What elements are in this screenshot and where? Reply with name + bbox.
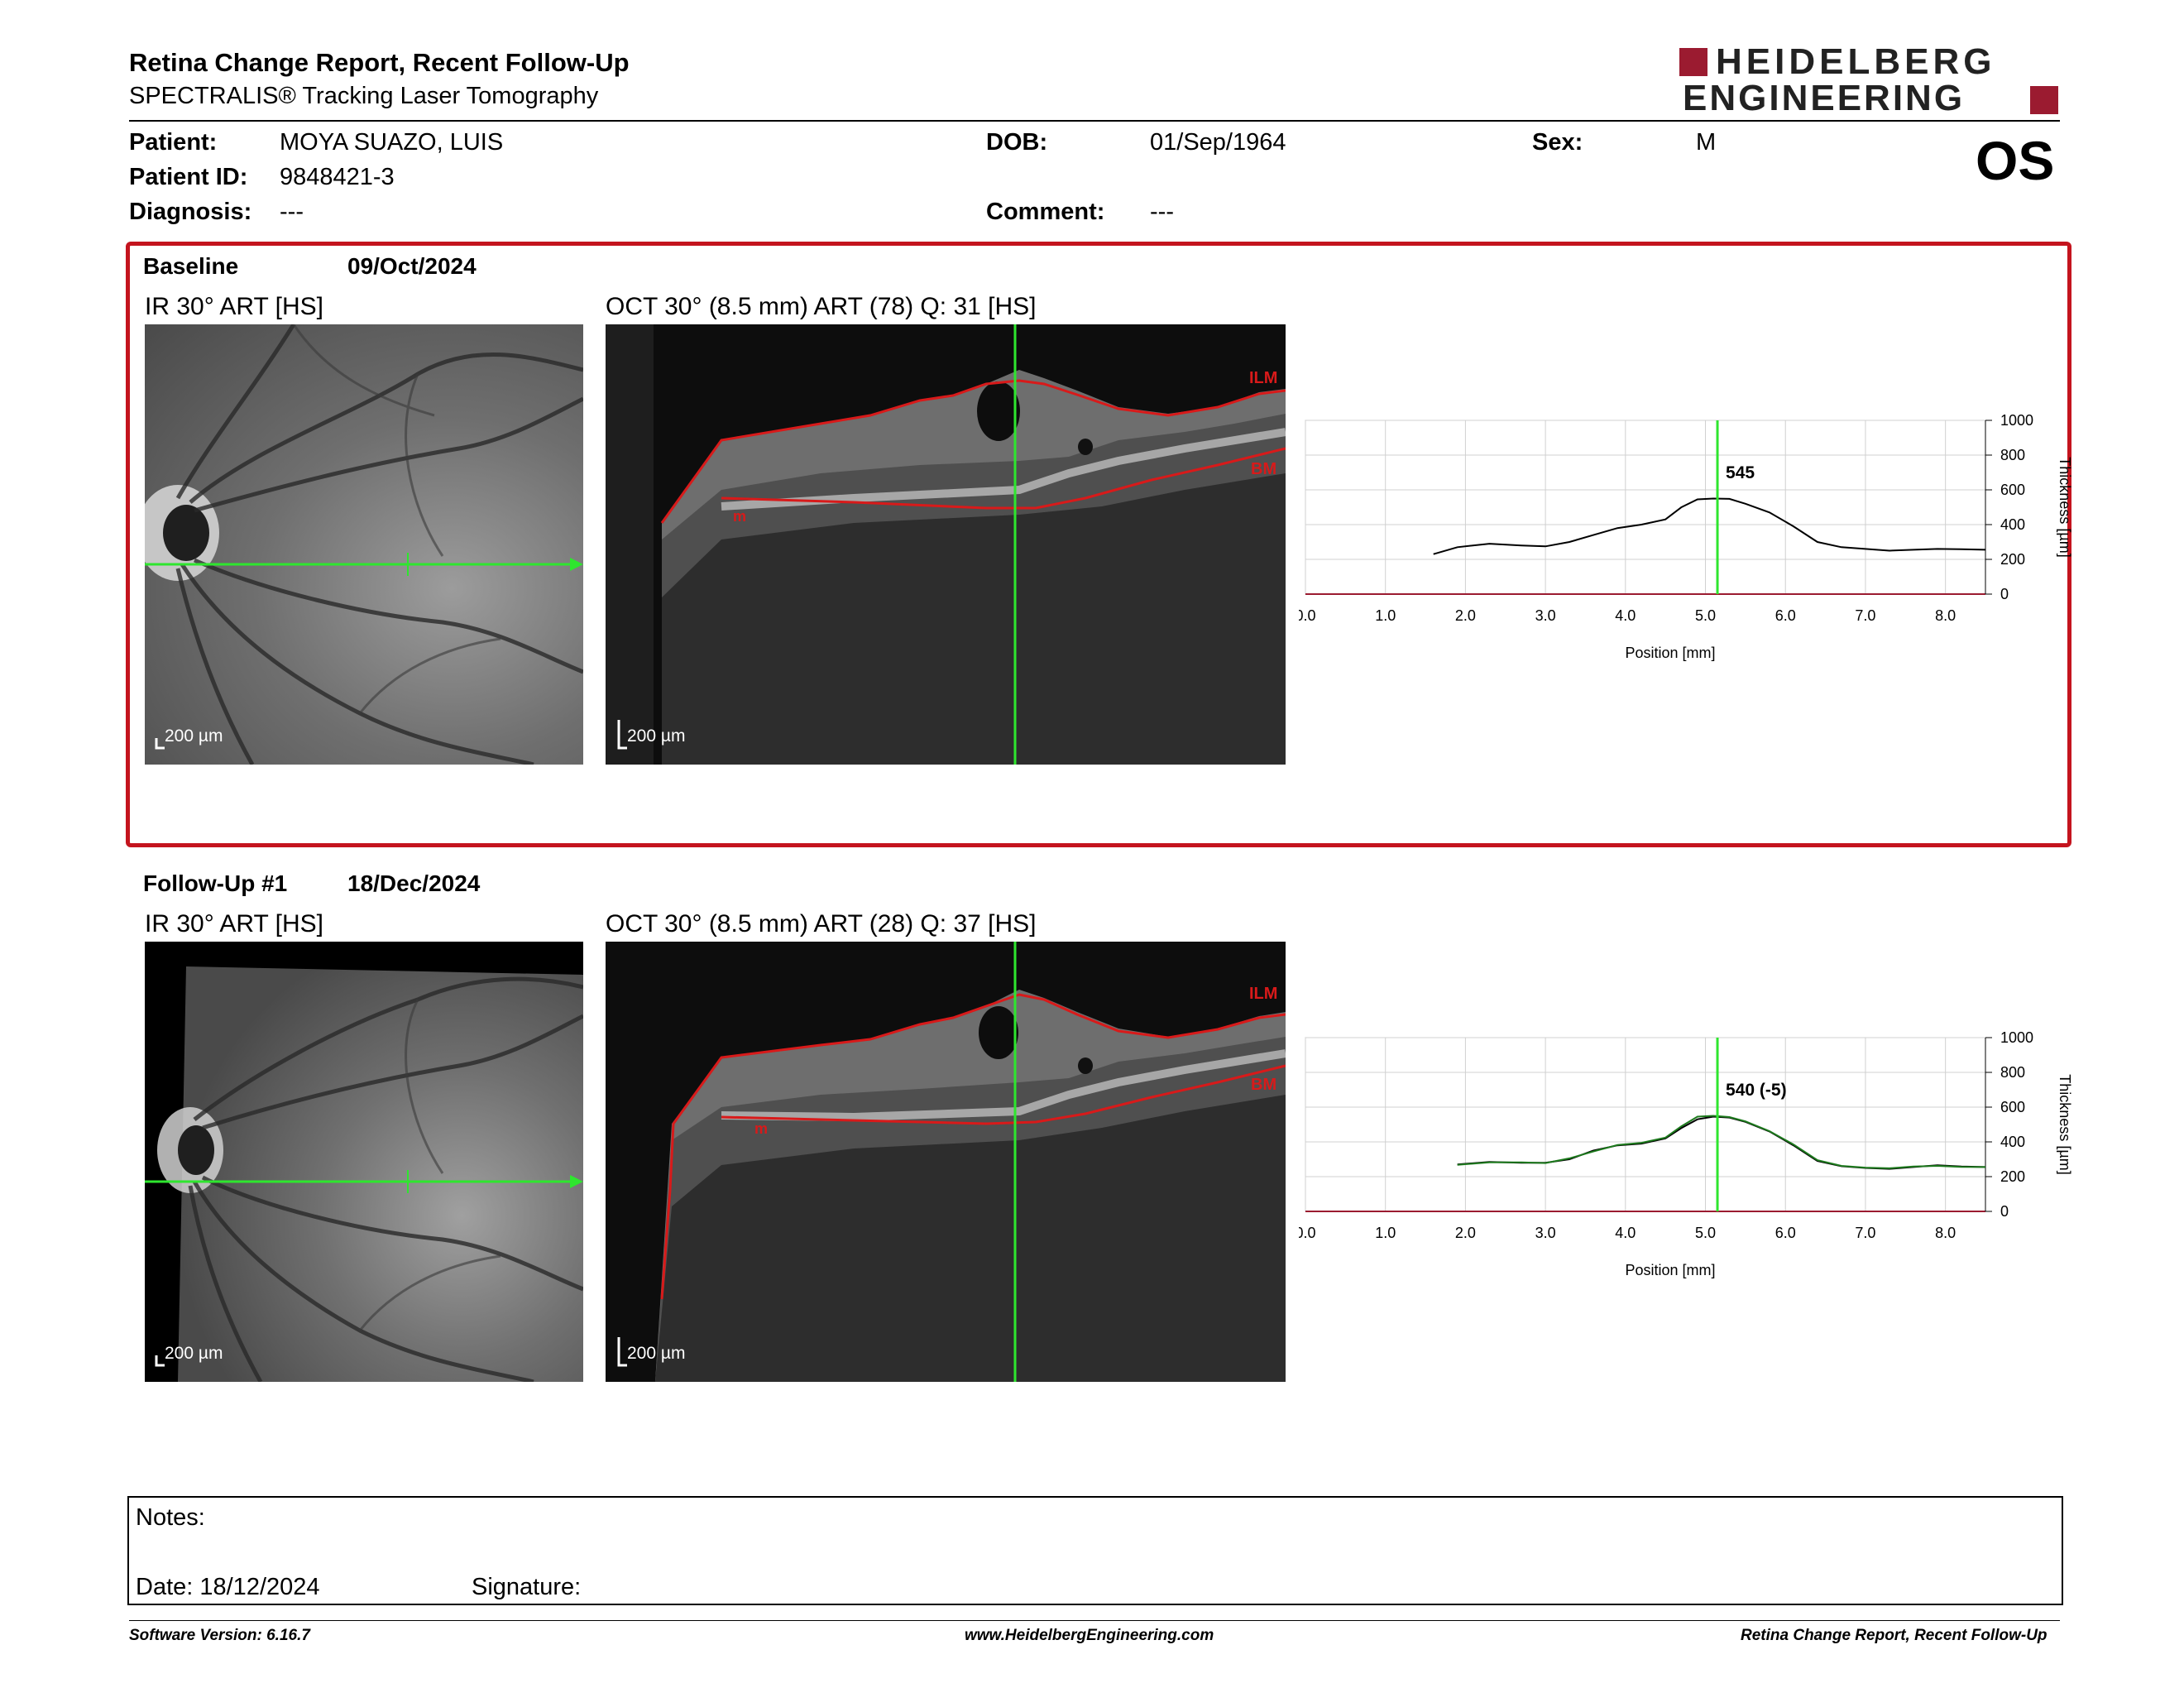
baseline-chart-peak-label: 545 <box>1726 463 1755 482</box>
baseline-chart-series-line-0 <box>1433 497 1986 555</box>
followup-chart-x-tick-label: 7.0 <box>1855 1225 1875 1241</box>
sex-label: Sex: <box>1532 129 1583 156</box>
signature-label: Signature: <box>472 1574 582 1600</box>
baseline-chart-x-axis-title: Position [mm] <box>1625 645 1715 661</box>
followup-chart-x-axis-title: Position [mm] <box>1625 1262 1715 1278</box>
comment-label: Comment: <box>986 199 1105 225</box>
baseline-chart-y-tick-label: 1000 <box>2000 414 2033 429</box>
baseline-chart-x-tick-label: 1.0 <box>1375 607 1396 624</box>
baseline-thickness-chart[interactable]: 0.0 1.0 2.0 3.0 4.0 5.0 6.0 7.0 8.0 0 200 400 600 800… <box>1299 414 2076 679</box>
followup-chart-y-tick-label: 200 <box>2000 1168 2025 1185</box>
followup-chart-y-tick-label: 600 <box>2000 1099 2025 1115</box>
baseline-chart-x-tick-label: 2.0 <box>1455 607 1476 624</box>
followup-chart-y-tick-label: 1000 <box>2000 1031 2033 1046</box>
followup-oct-image[interactable]: ILM BM m 200 µm <box>606 942 1286 1382</box>
baseline-chart-y-axis-title: Thickness [µm] <box>2057 457 2073 557</box>
report-title: Retina Change Report, Recent Follow-Up <box>129 48 630 77</box>
baseline-ir-caption: IR 30° ART [HS] <box>145 293 323 320</box>
followup-chart-x-tick-label: 5.0 <box>1695 1225 1716 1241</box>
heidelberg-logo: HEIDELBERG ENGINEERING <box>1679 41 2060 118</box>
followup-chart-y-tick-label: 800 <box>2000 1064 2025 1081</box>
sex-value: M <box>1696 129 1717 156</box>
followup-oct-caption: OCT 30° (8.5 mm) ART (28) Q: 37 [HS] <box>606 910 1037 938</box>
logo-block-bottom <box>2030 86 2058 114</box>
followup-date: 18/Dec/2024 <box>347 870 481 896</box>
followup-chart-x-tick-label: 0.0 <box>1299 1225 1316 1241</box>
report-subtitle: SPECTRALIS® Tracking Laser Tomography <box>129 83 599 109</box>
baseline-chart-x-tick-label: 6.0 <box>1775 607 1796 624</box>
baseline-chart-x-tick-label: 0.0 <box>1299 607 1316 624</box>
followup-chart-peak-label: 540 (-5) <box>1726 1081 1787 1100</box>
baseline-m-label: m <box>733 508 747 525</box>
diagnosis-label: Diagnosis: <box>129 199 252 225</box>
footer-report-name: Retina Change Report, Recent Follow-Up <box>1741 1627 2048 1644</box>
followup-label: Follow-Up #1 <box>143 870 288 896</box>
baseline-chart-x-tick-label: 3.0 <box>1535 607 1556 624</box>
followup-chart-x-tick-label: 8.0 <box>1935 1225 1956 1241</box>
followup-chart-x-tick-label: 4.0 <box>1615 1225 1636 1241</box>
footer-divider <box>129 1620 2060 1621</box>
notes-label: Notes: <box>136 1504 205 1531</box>
followup-chart-y-axis-title: Thickness [µm] <box>2057 1074 2073 1174</box>
followup-oct-scale: 200 µm <box>627 1344 686 1363</box>
baseline-oct-scale: 200 µm <box>627 727 686 746</box>
followup-ir-caption: IR 30° ART [HS] <box>145 910 323 938</box>
followup-chart-plot-area <box>1305 1037 1986 1212</box>
baseline-ilm-label: ILM <box>1249 369 1278 387</box>
notes-box[interactable]: Notes: Date: 18/12/2024 Signature: <box>127 1496 2063 1605</box>
logo-text-1: HEIDELBERG <box>1716 41 1996 82</box>
comment-value: --- <box>1150 199 1174 225</box>
baseline-date: 09/Oct/2024 <box>347 253 477 279</box>
followup-bm-label: BM <box>1251 1076 1277 1094</box>
followup-chart-series-line-1 <box>1457 1115 1986 1169</box>
eye-indicator: OS <box>1976 130 2055 191</box>
followup-ir-image[interactable]: 200 µm <box>145 942 583 1382</box>
baseline-chart-x-tick-label: 7.0 <box>1855 607 1875 624</box>
baseline-chart-plot-area <box>1305 420 1986 595</box>
baseline-chart-x-tick-label: 5.0 <box>1695 607 1716 624</box>
baseline-chart-y-tick-label: 800 <box>2000 447 2025 463</box>
date-label: Date: 18/12/2024 <box>136 1574 320 1600</box>
baseline-chart-y-tick-label: 0 <box>2000 586 2009 602</box>
followup-chart-x-tick-label: 3.0 <box>1535 1225 1556 1241</box>
baseline-bm-label: BM <box>1251 460 1277 478</box>
followup-chart-x-tick-label: 6.0 <box>1775 1225 1796 1241</box>
baseline-chart-x-tick-label: 8.0 <box>1935 607 1956 624</box>
footer-website[interactable]: www.HeidelbergEngineering.com <box>965 1627 1214 1644</box>
patient-label: Patient: <box>129 129 218 156</box>
baseline-chart-x-tick-label: 4.0 <box>1615 607 1636 624</box>
baseline-chart-y-tick-label: 600 <box>2000 482 2025 498</box>
logo-text-2: ENGINEERING <box>1683 78 1966 118</box>
followup-thickness-chart[interactable]: 0.0 1.0 2.0 3.0 4.0 5.0 6.0 7.0 8.0 0 200 400 600 800… <box>1299 1031 2076 1296</box>
footer-software-version: Software Version: 6.16.7 <box>129 1627 310 1644</box>
baseline-oct-caption: OCT 30° (8.5 mm) ART (78) Q: 31 [HS] <box>606 293 1037 320</box>
followup-chart-y-tick-label: 400 <box>2000 1134 2025 1150</box>
followup-ir-scale: 200 µm <box>165 1344 223 1363</box>
followup-chart-x-tick-label: 1.0 <box>1375 1225 1396 1241</box>
followup-chart-y-tick-label: 0 <box>2000 1203 2009 1220</box>
baseline-ir-scale: 200 µm <box>165 727 223 746</box>
patient-id-label: Patient ID: <box>129 164 248 190</box>
patient-name: MOYA SUAZO, LUIS <box>280 129 504 156</box>
diagnosis-value: --- <box>280 199 304 225</box>
followup-chart-x-tick-label: 2.0 <box>1455 1225 1476 1241</box>
followup-m-label: m <box>754 1120 769 1137</box>
dob-label: DOB: <box>986 129 1048 156</box>
header-divider <box>129 120 2060 122</box>
baseline-frame <box>126 242 2071 847</box>
followup-ilm-label: ILM <box>1249 985 1278 1003</box>
baseline-label: Baseline <box>143 253 239 279</box>
baseline-ir-image[interactable]: 200 µm <box>145 324 583 765</box>
baseline-oct-image[interactable]: ILM BM m 200 µm <box>606 324 1286 765</box>
logo-block-top <box>1679 48 1707 76</box>
baseline-chart-y-tick-label: 200 <box>2000 551 2025 568</box>
dob-value: 01/Sep/1964 <box>1150 129 1286 156</box>
patient-id: 9848421-3 <box>280 164 395 190</box>
baseline-chart-y-tick-label: 400 <box>2000 516 2025 533</box>
